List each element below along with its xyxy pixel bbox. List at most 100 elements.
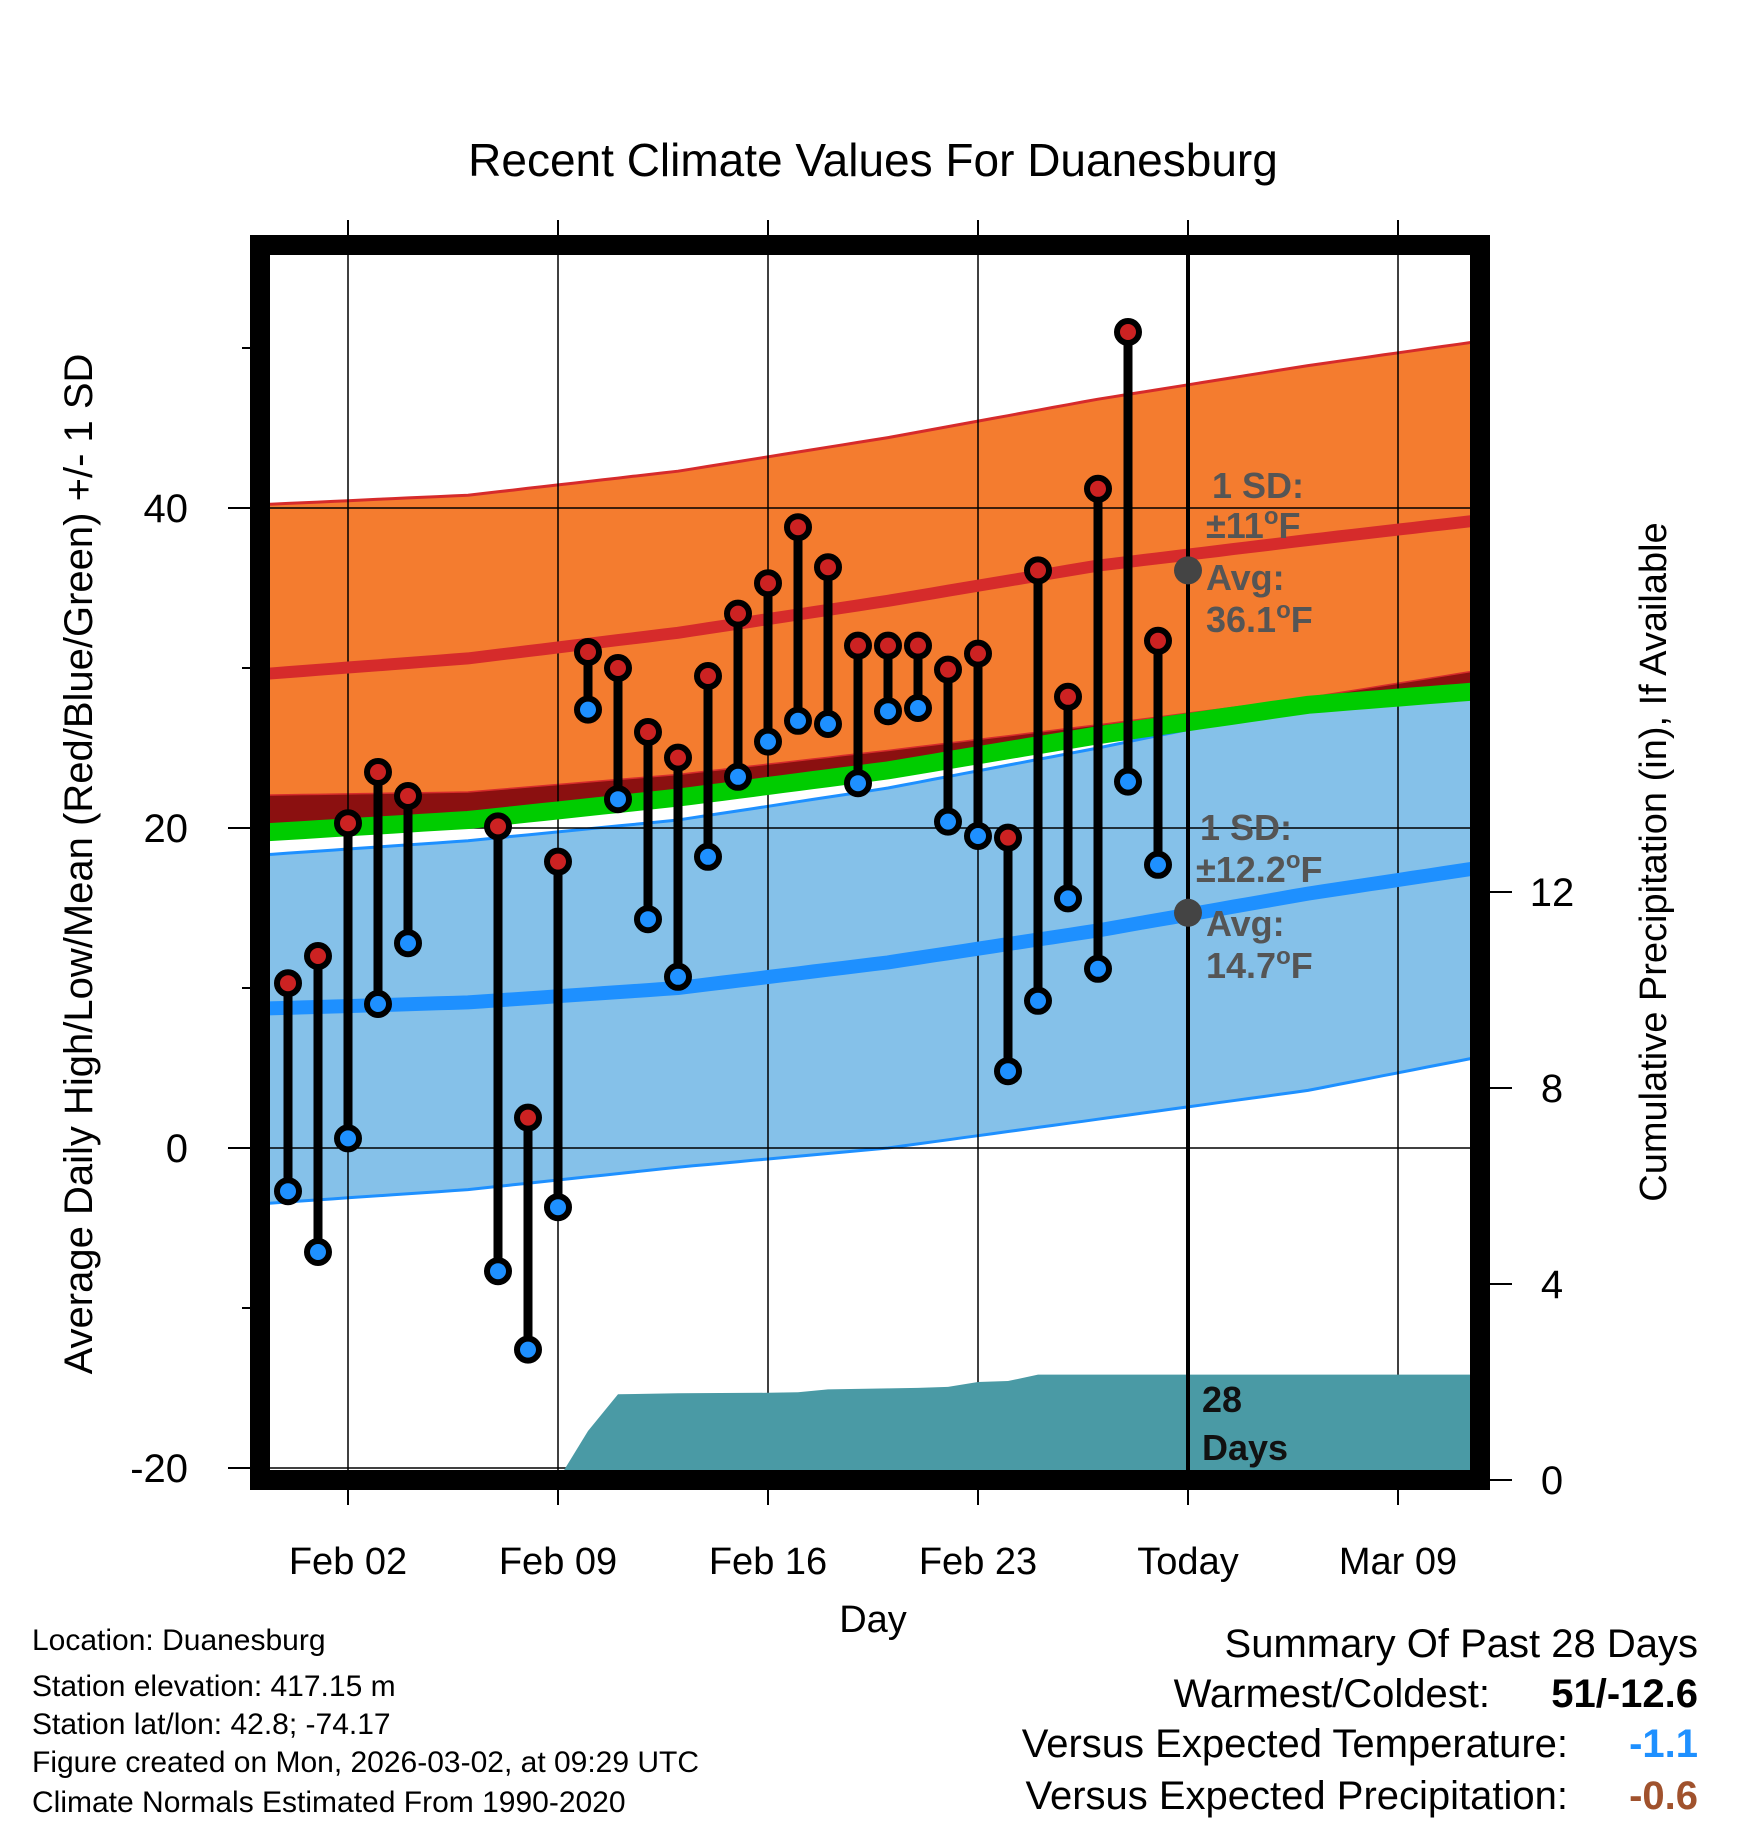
obs-high-point (814, 553, 842, 582)
footer-elevation: Station elevation: 417.15 m (32, 1670, 396, 1703)
obs-low-point (574, 695, 602, 724)
y2-axis-label: Cumulative Precipitation (in), If Availa… (1633, 522, 1675, 1201)
obs-high-point (1144, 626, 1172, 655)
y2-tick-label: 8 (1541, 1067, 1563, 1111)
x-tick-label: Feb 09 (499, 1541, 617, 1583)
obs-low-point (1114, 767, 1142, 796)
obs-low-point (274, 1177, 302, 1206)
obs-low-point (904, 694, 932, 722)
obs-high-point (664, 743, 692, 772)
obs-low-point (784, 706, 812, 735)
obs-low-point (394, 929, 422, 958)
obs-low-point (634, 905, 662, 934)
obs-high-point (844, 631, 872, 660)
y2-tick-label: 0 (1541, 1459, 1563, 1503)
obs-high-point (1114, 318, 1142, 346)
obs-high-point (934, 655, 962, 684)
obs-high-point (964, 639, 992, 668)
obs-high-point (604, 654, 632, 682)
obs-low-point (1144, 850, 1172, 879)
high-sd-value: ±11oF (1206, 503, 1301, 546)
obs-low-point (484, 1257, 512, 1286)
obs-low-point (874, 697, 902, 726)
obs-low-point (334, 1124, 362, 1153)
obs-high-point (304, 942, 332, 970)
high-sd-upper-edge (257, 338, 1489, 507)
obs-low-point (934, 807, 962, 836)
y-tick-label: 40 (144, 487, 189, 531)
obs-high-point (994, 823, 1022, 852)
footer-normals: Climate Normals Estimated From 1990-2020 (32, 1786, 626, 1819)
obs-high-point (874, 631, 902, 660)
high-sd-band (258, 340, 1488, 796)
obs-low-point (994, 1057, 1022, 1086)
footer-created: Figure created on Mon, 2026-03-02, at 09… (32, 1746, 700, 1779)
days-count-label: 28 (1202, 1379, 1242, 1420)
mean-normal-line (257, 681, 1489, 842)
obs-high-point (544, 847, 572, 876)
chart-title: Recent Climate Values For Duanesburg (468, 134, 1278, 186)
summary-precip-label: Versus Expected Precipitation: (1025, 1774, 1568, 1818)
obs-high-point (484, 812, 512, 841)
obs-high-point (634, 718, 662, 746)
days-word-label: Days (1202, 1427, 1288, 1468)
obs-high-point (1054, 682, 1082, 711)
obs-low-point (304, 1238, 332, 1266)
obs-low-point (544, 1193, 572, 1222)
today-low-avg-marker (1174, 898, 1202, 927)
low-sd-label: 1 SD: (1200, 807, 1292, 848)
low-sd-value: ±12.2oF (1196, 847, 1323, 890)
obs-low-point (604, 785, 632, 814)
y-axis-label: Average Daily High/Low/Mean (Red/Blue/Gr… (57, 354, 101, 1375)
high-avg-label: Avg: (1206, 557, 1285, 598)
summary-precip-value: -0.6 (1629, 1774, 1698, 1818)
obs-high-point (574, 638, 602, 666)
obs-high-point (514, 1103, 542, 1132)
low-avg-label: Avg: (1206, 903, 1285, 944)
x-tick-label: Mar 09 (1339, 1541, 1457, 1583)
high-avg-value: 36.1oF (1206, 597, 1313, 640)
obs-low-point (664, 962, 692, 991)
obs-high-point (724, 599, 752, 628)
summary-warmest-value: 51/-12.6 (1551, 1672, 1698, 1716)
obs-high-point (364, 758, 392, 786)
x-tick-label: Today (1137, 1541, 1238, 1583)
obs-low-point (694, 842, 722, 871)
y2-tick-label: 4 (1541, 1263, 1563, 1307)
x-tick-label: Feb 23 (919, 1541, 1037, 1583)
footer-latlon: Station lat/lon: 42.8; -74.17 (32, 1708, 391, 1741)
obs-low-point (1054, 884, 1082, 913)
obs-high-point (694, 662, 722, 690)
low-normal-line (257, 859, 1490, 1016)
x-tick-label: Feb 02 (289, 1541, 407, 1583)
low-sd-lower-edge (257, 1053, 1489, 1206)
obs-low-point (1024, 986, 1052, 1015)
high-sd-label: 1 SD: (1212, 465, 1304, 506)
footer-location: Location: Duanesburg (32, 1624, 326, 1657)
obs-high-point (754, 569, 782, 598)
obs-low-point (964, 822, 992, 850)
obs-low-point (514, 1335, 542, 1364)
overlap-band (258, 669, 1488, 833)
obs-high-point (274, 969, 302, 998)
plot-frame (250, 235, 1490, 1490)
summary-temp-label: Versus Expected Temperature: (1021, 1722, 1568, 1766)
obs-low-point (814, 710, 842, 738)
x-axis-label: Day (839, 1599, 907, 1641)
summary-temp-value: -1.1 (1629, 1722, 1698, 1766)
high-normal-line (257, 513, 1489, 681)
y-tick-label: 20 (144, 807, 189, 851)
obs-low-point (1084, 954, 1112, 983)
obs-high-point (904, 631, 932, 660)
obs-low-point (724, 762, 752, 791)
summary-title: Summary Of Past 28 Days (1224, 1622, 1698, 1666)
precip-area (558, 1374, 1480, 1480)
obs-high-point (784, 513, 812, 542)
y2-tick-label: 12 (1530, 871, 1575, 915)
summary-warmest-label: Warmest/Coldest: (1173, 1672, 1490, 1716)
y-tick-label: -20 (130, 1447, 188, 1491)
obs-high-point (334, 809, 362, 838)
obs-high-point (1024, 556, 1052, 585)
low-avg-value: 14.7oF (1206, 943, 1313, 986)
